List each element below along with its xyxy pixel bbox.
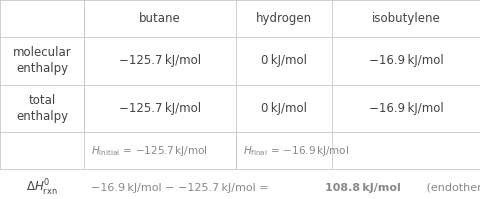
Text: isobutylene: isobutylene bbox=[372, 12, 440, 25]
Text: 108.8 kJ/mol: 108.8 kJ/mol bbox=[324, 182, 400, 193]
Text: −16.9 kJ/mol − −125.7 kJ/mol =: −16.9 kJ/mol − −125.7 kJ/mol = bbox=[91, 182, 272, 193]
Text: 0 kJ/mol: 0 kJ/mol bbox=[260, 54, 306, 67]
Text: −16.9 kJ/mol: −16.9 kJ/mol bbox=[368, 102, 443, 115]
Text: $\Delta H^0_\mathrm{rxn}$: $\Delta H^0_\mathrm{rxn}$ bbox=[26, 178, 58, 198]
Text: hydrogen: hydrogen bbox=[255, 12, 311, 25]
Text: (endothermic): (endothermic) bbox=[422, 182, 480, 193]
Text: molecular
enthalpy: molecular enthalpy bbox=[12, 46, 72, 75]
Text: −125.7 kJ/mol: −125.7 kJ/mol bbox=[119, 54, 201, 67]
Text: $\mathit{H}_\mathrm{initial}$$\,=\,$$-$$125.7\,\mathrm{kJ/mol}$: $\mathit{H}_\mathrm{initial}$$\,=\,$$-$$… bbox=[91, 144, 207, 158]
Text: $\mathit{H}_\mathrm{final}$$\,=\,$$-$$16.9\,\mathrm{kJ/mol}$: $\mathit{H}_\mathrm{final}$$\,=\,$$-$$16… bbox=[242, 144, 348, 158]
Text: total
enthalpy: total enthalpy bbox=[16, 94, 68, 123]
Text: −125.7 kJ/mol: −125.7 kJ/mol bbox=[119, 102, 201, 115]
Text: −16.9 kJ/mol: −16.9 kJ/mol bbox=[368, 54, 443, 67]
Text: 0 kJ/mol: 0 kJ/mol bbox=[260, 102, 306, 115]
Text: butane: butane bbox=[139, 12, 180, 25]
